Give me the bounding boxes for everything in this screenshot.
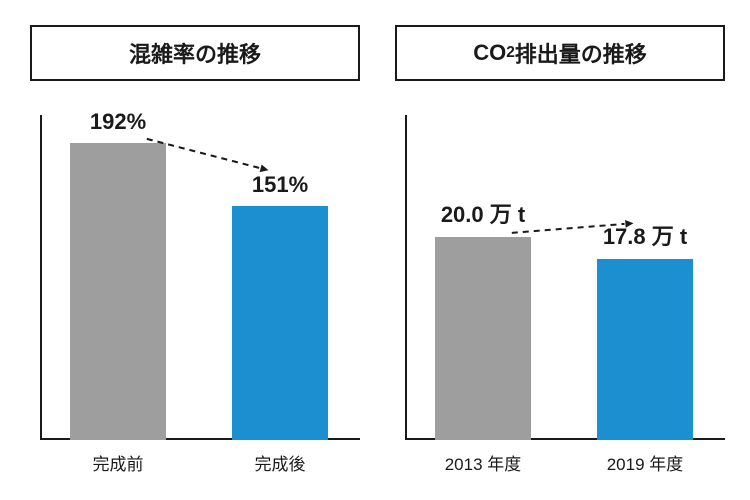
value-label: 151% (210, 172, 350, 198)
bar (435, 237, 531, 440)
chart-area: 192%151% (40, 115, 360, 440)
value-label: 192% (48, 109, 188, 135)
bar (597, 259, 693, 440)
chart-title: 混雑率の推移 (30, 25, 360, 81)
chart-title: CO2排出量の推移 (395, 25, 725, 81)
value-label: 17.8 万 t (575, 219, 715, 251)
value-label: 20.0 万 t (413, 197, 553, 229)
y-axis (405, 115, 407, 440)
category-label: 2013 年度 (413, 450, 553, 475)
bar (232, 206, 328, 440)
bar (70, 143, 166, 440)
chart-area: 20.0 万 t 17.8 万 t (405, 115, 725, 440)
category-label: 2019 年度 (575, 450, 715, 475)
category-label: 完成後 (210, 450, 350, 475)
y-axis (40, 115, 42, 440)
category-label: 完成前 (48, 450, 188, 475)
